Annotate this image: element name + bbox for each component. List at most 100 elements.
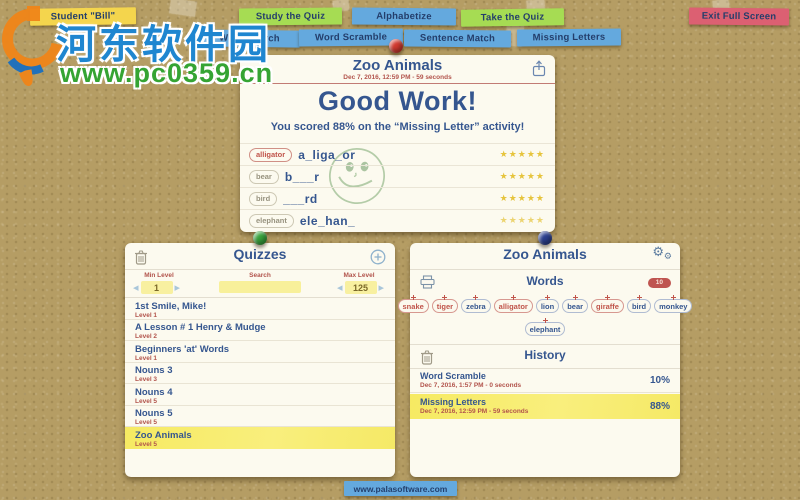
max-level-value[interactable]: 125	[344, 281, 377, 294]
history-header: History	[524, 348, 566, 362]
history-score: 88%	[649, 401, 670, 412]
history-activity: Word Scramble	[420, 371, 486, 381]
star-rating: ★★★★★	[499, 171, 545, 182]
word-chip[interactable]: alligator	[493, 295, 533, 313]
word-count-badge: 10	[647, 278, 671, 288]
result-word-list: alligator a_liga_or ★★★★★ bear b___r ★★★…	[240, 143, 555, 231]
max-level-stepper: ◂ 125 ▸	[337, 281, 384, 294]
word-chip[interactable]: bear	[562, 295, 589, 313]
watermark-site-url: www.pc0359.cn	[60, 58, 274, 88]
stepper-decrement-arrow[interactable]: ◂	[133, 281, 139, 294]
word-chip[interactable]: tiger	[431, 295, 459, 313]
max-level-label: Max Level	[343, 272, 375, 279]
word-chip-row: elephant	[414, 318, 676, 336]
quiz-detail-card: Zoo Animals ⚙ ⚙ Words 10 snake tiger zeb…	[397, 243, 693, 477]
missing-letters-button[interactable]: Missing Letters	[516, 28, 622, 47]
word-chip-row: snake tiger zebra alligator lion bear gi…	[397, 295, 693, 313]
history-score: 10%	[649, 375, 670, 386]
watermark-logo	[2, 6, 62, 86]
min-level-stepper: ◂ 1 ▸	[133, 281, 180, 294]
answer-text: ___rd	[283, 191, 318, 206]
word-chip[interactable]: giraffe	[591, 295, 624, 313]
settings-gears-icon[interactable]: ⚙	[663, 252, 672, 262]
quiz-list-item[interactable]: Beginners 'at' Words Level 1	[125, 341, 395, 363]
quiz-list-item[interactable]: Nouns 5 Level 5	[125, 406, 395, 427]
search-label: Search	[249, 272, 271, 279]
quizzes-card: Quizzes Min Level Search Max Level ◂ 1 ▸…	[125, 243, 395, 477]
answer-text: ele_han_	[299, 213, 356, 228]
pushpin-green	[253, 231, 267, 245]
word-chip[interactable]: zebra	[461, 295, 491, 313]
history-meta: Dec 7, 2016, 1:57 PM - 0 seconds	[420, 382, 522, 389]
history-row[interactable]: Word Scramble Dec 7, 2016, 1:57 PM - 0 s…	[410, 369, 680, 393]
quiz-level: Level 5	[135, 419, 158, 426]
quiz-name: Zoo Animals	[135, 429, 192, 441]
min-level-label: Min Level	[144, 272, 174, 279]
settings-gears-icon[interactable]: ⚙	[652, 245, 664, 260]
quizzes-card-title: Quizzes	[233, 246, 287, 262]
result-card-subtitle: Dec 7, 2016, 12:59 PM - 59 seconds	[343, 74, 452, 81]
word-scramble-button[interactable]: Word Scramble	[298, 28, 404, 47]
history-text: Missing Letters Dec 7, 2016, 12:59 PM - …	[420, 397, 528, 416]
history-meta: Dec 7, 2016, 12:59 PM - 59 seconds	[420, 408, 529, 415]
quiz-name: A Lesson # 1 Henry & Mudge	[135, 322, 266, 333]
word-chip: bird	[249, 191, 278, 206]
history-row-selected[interactable]: Missing Letters Dec 7, 2016, 12:59 PM - …	[410, 394, 680, 419]
sentence-match-button[interactable]: Sentence Match	[403, 29, 512, 48]
word-chip[interactable]: lion	[535, 295, 560, 313]
result-word-row: elephant ele_han_ ★★★★★	[240, 209, 555, 231]
quiz-level: Level 5	[135, 440, 158, 448]
trash-icon[interactable]	[134, 249, 148, 266]
result-word-row: bear b___r ★★★★★	[240, 165, 555, 187]
pushpin-red	[389, 39, 403, 53]
take-the-quiz-button[interactable]: Take the Quiz	[460, 8, 565, 27]
divider	[410, 269, 680, 270]
answer-text: b___r	[284, 169, 320, 184]
result-card-title: Zoo Animals	[352, 57, 443, 74]
stepper-decrement-arrow[interactable]: ◂	[337, 281, 343, 294]
smiley-face-icon	[329, 148, 385, 204]
word-chip[interactable]: monkey	[654, 295, 693, 313]
quiz-name: Nouns 5	[135, 408, 173, 419]
share-icon[interactable]	[532, 60, 546, 77]
words-header: Words	[526, 274, 564, 288]
quiz-list-item[interactable]: Nouns 3 Level 3	[125, 363, 395, 384]
result-card: Zoo Animals Dec 7, 2016, 12:59 PM - 59 s…	[240, 55, 555, 232]
quiz-list-item[interactable]: Nouns 4 Level 5	[125, 384, 395, 406]
stepper-increment-arrow[interactable]: ▸	[378, 281, 385, 294]
quiz-name: 1st Smile, Mike!	[135, 300, 207, 312]
answer-text: a_liga_or	[298, 147, 356, 162]
website-link-button[interactable]: www.palasoftware.com	[344, 481, 457, 496]
quiz-list-item[interactable]: 1st Smile, Mike! Level 1	[125, 298, 395, 320]
divider	[125, 297, 395, 298]
word-chip[interactable]: bird	[626, 295, 652, 313]
quiz-name: Nouns 3	[135, 365, 173, 376]
add-quiz-icon[interactable]	[370, 249, 386, 265]
divider	[240, 83, 555, 84]
word-chip: alligator	[249, 147, 293, 162]
result-message: You scored 88% on the “Missing Letter” a…	[270, 121, 525, 133]
result-word-row: bird ___rd ★★★★★	[240, 187, 555, 209]
word-chip: elephant	[249, 213, 294, 228]
divider	[125, 269, 395, 270]
quiz-name: Beginners 'at' Words	[135, 343, 230, 355]
alphabetize-button[interactable]: Alphabetize	[351, 7, 457, 26]
print-icon[interactable]	[420, 275, 435, 289]
trash-icon[interactable]	[420, 349, 434, 366]
result-headline: Good Work!	[318, 86, 477, 116]
exit-full-screen-button[interactable]: Exit Full Screen	[688, 7, 790, 26]
search-input[interactable]	[219, 281, 301, 293]
word-chip[interactable]: snake	[397, 295, 429, 313]
quiz-list: 1st Smile, Mike! Level 1 A Lesson # 1 He…	[125, 298, 395, 449]
word-chip[interactable]: elephant	[524, 318, 566, 336]
min-level-value[interactable]: 1	[140, 281, 173, 294]
quiz-level: Level 2	[135, 333, 158, 340]
watermark-site-name: 河东软件园	[56, 23, 271, 67]
quiz-list-item[interactable]: A Lesson # 1 Henry & Mudge Level 2	[125, 320, 395, 341]
quiz-list-item-selected[interactable]: Zoo Animals Level 5	[125, 427, 395, 449]
star-rating: ★★★★★	[499, 215, 545, 226]
quiz-level: Level 3	[135, 376, 158, 383]
stepper-increment-arrow[interactable]: ▸	[174, 281, 181, 294]
history-activity: Missing Letters	[420, 397, 487, 407]
